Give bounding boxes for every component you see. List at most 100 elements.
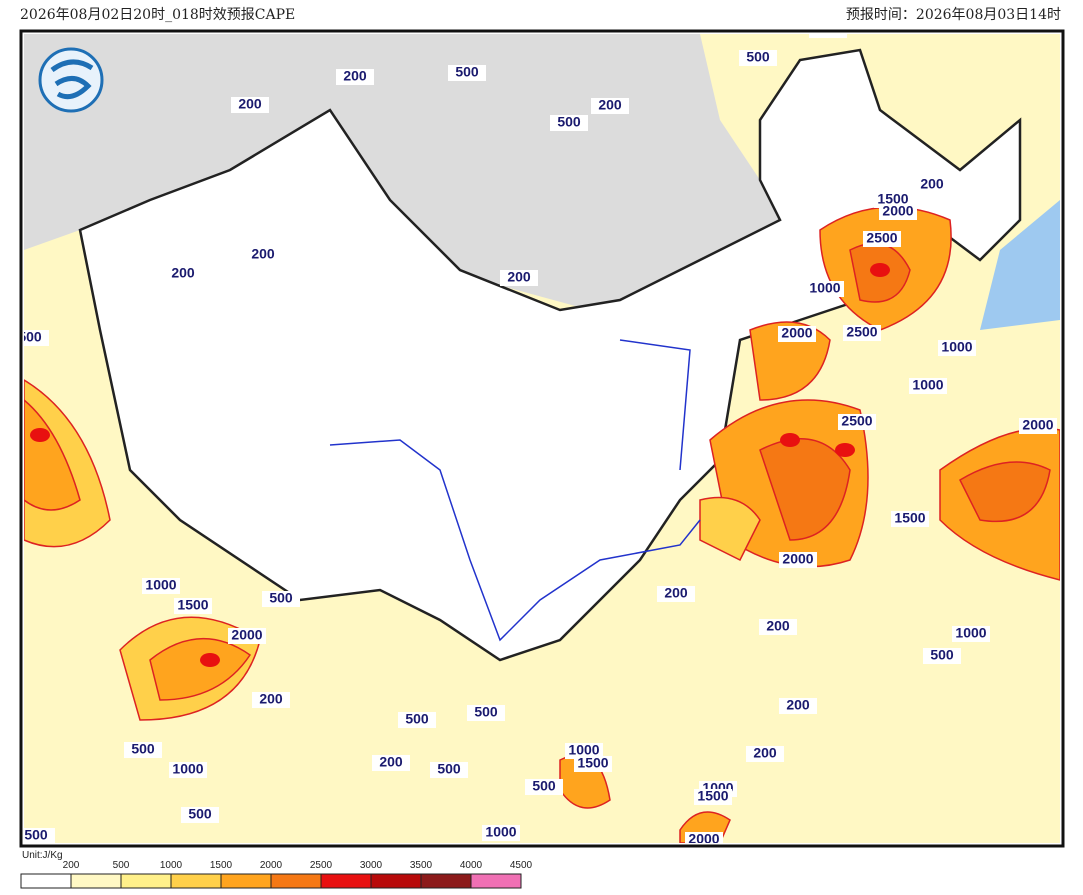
contour-label: 200 — [664, 585, 688, 601]
contour-label: 500 — [437, 761, 461, 777]
contour-label-bg — [181, 807, 219, 823]
legend-swatch — [420, 873, 472, 889]
contour-label: 200 — [816, 21, 840, 37]
contour-label-group: 2000 — [1019, 417, 1057, 434]
contour-label-group: 500 — [448, 64, 486, 81]
contour-label: 200 — [753, 745, 777, 761]
contour-label-group: 200 — [336, 68, 374, 85]
contour-label-group: 1000 — [909, 377, 947, 394]
legend-label: 1500 — [210, 860, 233, 871]
legend-label: 4000 — [460, 860, 483, 871]
contour-label-bg — [746, 746, 784, 762]
contour-label-group: 2000 — [879, 203, 917, 220]
contour-label: 2500 — [841, 413, 872, 429]
contour-label-group: 200 — [372, 754, 410, 771]
contour-label-group: 2000 — [228, 627, 266, 644]
legend-label: 3000 — [360, 860, 383, 871]
map-frame — [19, 29, 1065, 848]
contour-label-group: 2000 — [778, 325, 816, 342]
contour-label-bg — [879, 204, 917, 220]
contour-label-bg — [262, 591, 300, 607]
contour-label-group: 1000 — [142, 577, 180, 594]
contour-label-group: 200 — [809, 21, 847, 38]
legend-swatch — [470, 873, 522, 889]
contour-label-group: 200 — [913, 176, 951, 193]
contour-label-bg — [228, 628, 266, 644]
contour-label-group: 500 — [24, 329, 49, 346]
contour-label: 500 — [930, 647, 954, 663]
contour-label-bg — [759, 619, 797, 635]
contour-label-bg — [448, 65, 486, 81]
contour-label-group: 1000 — [169, 761, 207, 778]
contour-label: 200 — [786, 697, 810, 713]
contour-label-group: 2500 — [838, 413, 876, 430]
contour-label-bg — [169, 762, 207, 778]
header-left: 2026年08月02日20时_018时效预报CAPE — [20, 7, 296, 23]
legend-swatch — [320, 873, 372, 889]
cape-core — [870, 263, 890, 277]
logo-mark — [50, 59, 94, 100]
contour-label-bg — [500, 270, 538, 286]
contour-label: 200 — [379, 754, 403, 770]
legend-swatch — [120, 873, 172, 889]
contour-label-bg — [24, 828, 55, 843]
contour-label-bg — [909, 378, 947, 394]
contour-label-group: 500 — [24, 827, 55, 843]
contour-label-bg — [694, 789, 732, 805]
legend-swatch — [70, 873, 122, 889]
contour-label-group: 200 — [231, 96, 269, 113]
legend-label: 2000 — [260, 860, 283, 871]
contour-label: 1500 — [577, 755, 608, 771]
contour-label-bg — [739, 50, 777, 66]
contour-label-bg — [574, 756, 612, 772]
contour-label-bg — [164, 266, 202, 282]
contour-label: 200 — [171, 265, 195, 281]
contour-label: 500 — [746, 49, 770, 65]
contour-label-bg — [863, 231, 901, 247]
contour-label: 2500 — [866, 230, 897, 246]
contour-label-group: 2000 — [779, 551, 817, 568]
contour-label-group: 200 — [657, 585, 695, 602]
china-west — [78, 48, 1022, 662]
contour-label-group: 500 — [923, 647, 961, 664]
contour-label-bg — [398, 712, 436, 728]
contour-label-bg — [550, 115, 588, 131]
contour-label: 2000 — [231, 627, 262, 643]
contour-label-bg — [565, 743, 603, 759]
contour-label-group: 200 — [779, 697, 817, 714]
sea — [980, 200, 1060, 330]
contour-label-bg — [525, 779, 563, 795]
legend-label: 2500 — [310, 860, 333, 871]
contour-label-bg — [809, 34, 847, 38]
contour-label: 2500 — [846, 324, 877, 340]
contour-label-bg — [142, 578, 180, 594]
contour-label: 200 — [251, 246, 275, 262]
contour-label-group: 2500 — [843, 324, 881, 341]
contour-label: 500 — [474, 704, 498, 720]
contour-label-bg — [24, 330, 49, 346]
contour-label: 1500 — [894, 510, 925, 526]
contour-label-bg — [482, 825, 520, 841]
cape-core — [200, 653, 220, 667]
contour-label-bg — [336, 69, 374, 85]
cape-core — [835, 443, 855, 457]
contour-label: 500 — [188, 806, 212, 822]
contour-label: 1500 — [877, 191, 908, 207]
contour-label-group: 1500 — [574, 755, 612, 772]
legend-unit: Unit:J/Kg — [22, 850, 63, 861]
contour-label: 200 — [598, 97, 622, 113]
contour-label-bg — [591, 98, 629, 114]
legend-swatch — [220, 873, 272, 889]
contour-label: 200 — [766, 618, 790, 634]
logo — [38, 47, 104, 113]
contour-label-bg — [252, 692, 290, 708]
contour-label-group: 1000 — [806, 280, 844, 297]
contour-label: 1000 — [955, 625, 986, 641]
contour-label: 2000 — [782, 551, 813, 567]
contour-label: 200 — [238, 96, 262, 112]
header-right: 预报时间：2026年08月03日14时 — [845, 7, 1061, 23]
contour-label-group: 200 — [252, 691, 290, 708]
